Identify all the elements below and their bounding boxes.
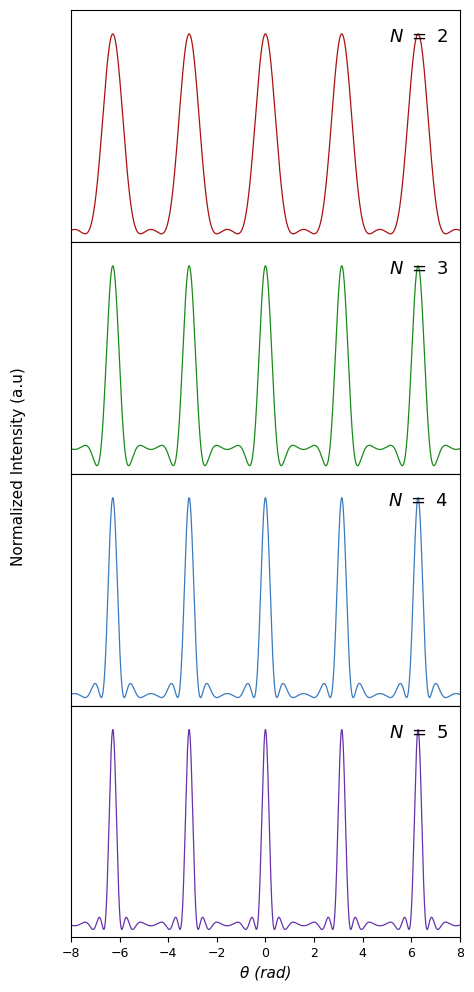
Text: $\it{N}\ =\ 5$: $\it{N}\ =\ 5$ (389, 724, 448, 742)
Text: $\it{N}\ =\ 3$: $\it{N}\ =\ 3$ (389, 260, 448, 279)
Text: $\it{N}\ =\ 4$: $\it{N}\ =\ 4$ (388, 492, 448, 510)
X-axis label: θ (rad): θ (rad) (240, 966, 291, 981)
Text: $\it{N}\ =\ 2$: $\it{N}\ =\ 2$ (389, 29, 448, 47)
Text: Normalized Intensity (a.u): Normalized Intensity (a.u) (11, 367, 27, 565)
